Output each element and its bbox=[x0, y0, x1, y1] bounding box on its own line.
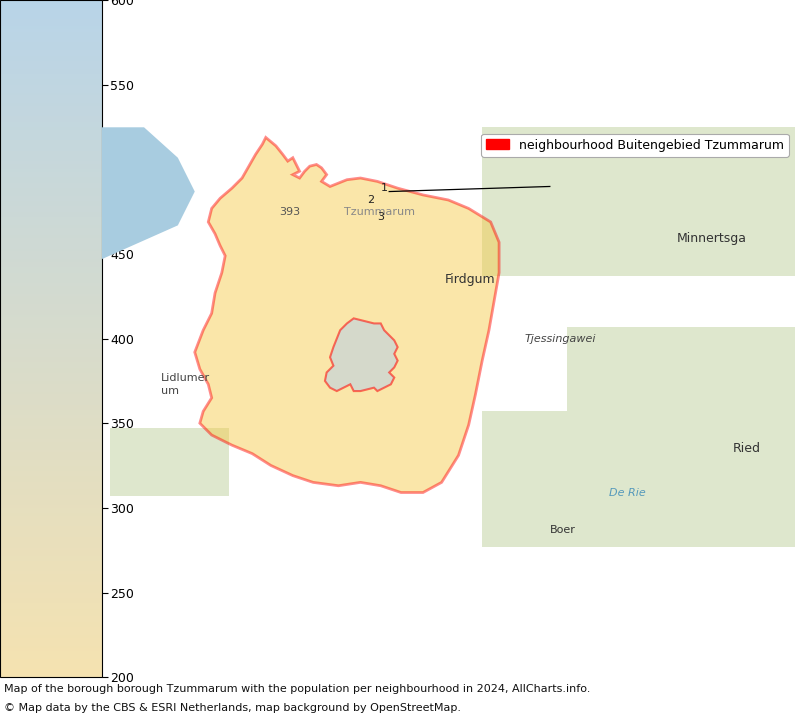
Text: Map of the borough borough Tzummarum with the population per neighbourhood in 20: Map of the borough borough Tzummarum wit… bbox=[4, 684, 591, 694]
Bar bbox=[483, 127, 795, 276]
Bar bbox=[111, 429, 229, 496]
Polygon shape bbox=[325, 319, 398, 391]
Text: um: um bbox=[161, 386, 179, 396]
Text: 1: 1 bbox=[381, 183, 388, 193]
Text: 3: 3 bbox=[378, 212, 384, 222]
Text: Lidlumer: Lidlumer bbox=[161, 372, 210, 383]
Bar bbox=[483, 411, 795, 546]
Text: De Rie: De Rie bbox=[609, 487, 646, 498]
Text: Tjessingawei: Tjessingawei bbox=[525, 334, 596, 344]
Polygon shape bbox=[195, 137, 499, 493]
Legend: neighbourhood Buitengebied Tzummarum: neighbourhood Buitengebied Tzummarum bbox=[481, 134, 789, 157]
Text: Firdgum: Firdgum bbox=[445, 273, 495, 286]
Text: Boer: Boer bbox=[550, 525, 576, 535]
Text: Minnertsga: Minnertsga bbox=[677, 232, 747, 245]
Text: 393: 393 bbox=[279, 207, 301, 217]
Bar bbox=[567, 327, 795, 411]
Text: © Map data by the CBS & ESRI Netherlands, map background by OpenStreetMap.: © Map data by the CBS & ESRI Netherlands… bbox=[4, 703, 461, 713]
Text: Ried: Ried bbox=[732, 442, 761, 455]
Text: 2: 2 bbox=[367, 195, 374, 205]
Polygon shape bbox=[102, 127, 195, 259]
Text: Tzummarum: Tzummarum bbox=[343, 207, 414, 217]
